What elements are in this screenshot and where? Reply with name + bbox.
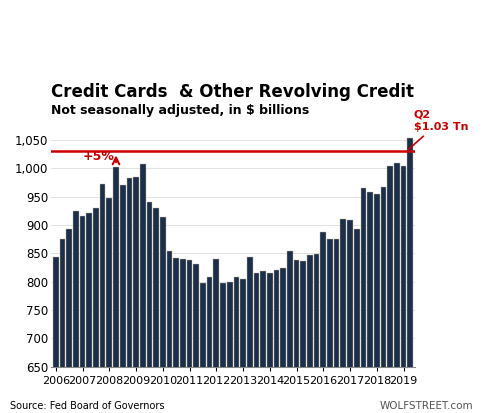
Bar (300, 261, 306, 413)
Bar (367, 192, 373, 413)
Text: Q2
$1.03 Tn: Q2 $1.03 Tn (409, 110, 468, 149)
Bar (374, 194, 380, 413)
Bar (260, 271, 266, 413)
Text: WOLFSTREET.com: WOLFSTREET.com (380, 401, 473, 411)
Bar (227, 282, 232, 413)
Text: Credit Cards  & Other Revolving Credit: Credit Cards & Other Revolving Credit (51, 83, 414, 101)
Bar (354, 229, 359, 413)
Bar (307, 255, 313, 413)
Bar (254, 273, 259, 413)
Bar (140, 164, 145, 413)
Bar (120, 185, 126, 413)
Bar (280, 268, 286, 413)
Bar (247, 257, 253, 413)
Bar (80, 216, 85, 413)
Bar (173, 258, 179, 413)
Bar (394, 163, 399, 413)
Bar (320, 232, 326, 413)
Bar (213, 259, 219, 413)
Bar (66, 229, 72, 413)
Bar (387, 166, 393, 413)
Bar (60, 239, 65, 413)
Text: Source: Fed Board of Governors: Source: Fed Board of Governors (10, 401, 164, 411)
Bar (267, 273, 272, 413)
Bar (360, 188, 366, 413)
Bar (53, 257, 58, 413)
Bar (287, 251, 293, 413)
Bar (153, 208, 159, 413)
Bar (314, 254, 319, 413)
Bar (73, 211, 79, 413)
Bar (127, 178, 132, 413)
Bar (341, 219, 346, 413)
Bar (147, 202, 152, 413)
Bar (334, 239, 340, 413)
Bar (113, 167, 119, 413)
Bar (407, 138, 413, 413)
Bar (207, 277, 213, 413)
Bar (240, 279, 246, 413)
Bar (274, 271, 279, 413)
Bar (347, 220, 353, 413)
Bar (180, 259, 185, 413)
Bar (200, 283, 206, 413)
Bar (233, 277, 239, 413)
Bar (160, 216, 166, 413)
Bar (100, 184, 105, 413)
Bar (401, 166, 406, 413)
Bar (187, 260, 192, 413)
Bar (381, 187, 386, 413)
Bar (327, 239, 333, 413)
Text: Not seasonally adjusted, in $ billions: Not seasonally adjusted, in $ billions (51, 104, 310, 117)
Bar (106, 198, 112, 413)
Bar (193, 264, 199, 413)
Bar (167, 251, 172, 413)
Text: +5%: +5% (82, 150, 114, 163)
Bar (220, 283, 226, 413)
Bar (133, 177, 139, 413)
Bar (294, 259, 299, 413)
Bar (93, 208, 99, 413)
Bar (86, 213, 92, 413)
